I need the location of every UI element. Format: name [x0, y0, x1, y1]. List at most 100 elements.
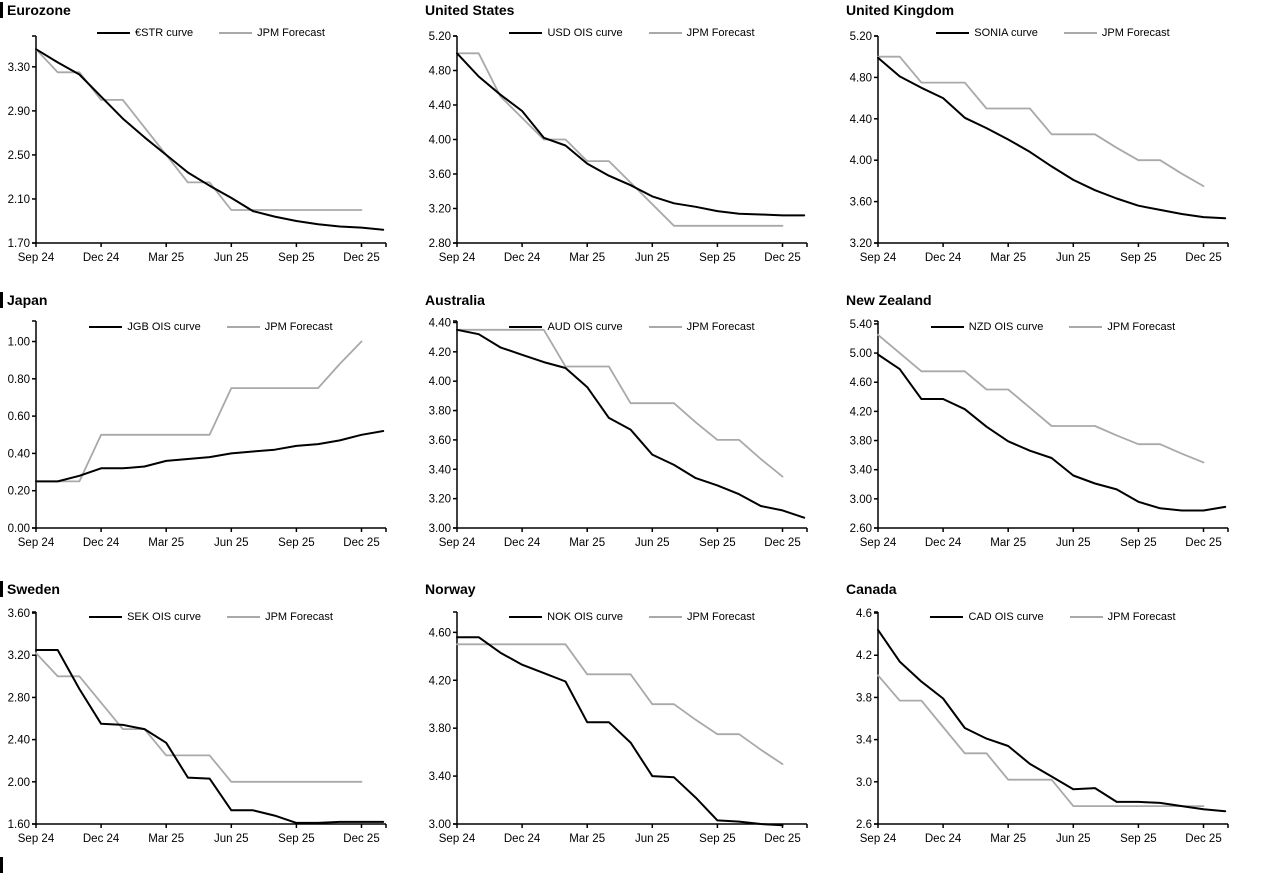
legend-label-jpm-forecast: JPM Forecast: [264, 321, 333, 333]
x-tick-label: Jun 25: [1056, 537, 1091, 549]
y-tick-label: 2.40: [8, 735, 30, 747]
chart-panel: Japan JGB OIS curve JPM Forecast 0.00 0.2…: [0, 285, 421, 570]
x-tick-label: Dec 25: [764, 833, 800, 845]
x-tick-label: Jun 25: [214, 537, 249, 549]
x-tick-label: Mar 25: [148, 252, 184, 264]
legend-item-ois-curve: CAD OIS curve: [930, 611, 1044, 623]
legend-item-ois-curve: €STR curve: [97, 27, 193, 39]
jpm-forecast-line: [456, 328, 784, 478]
y-tick-label: 2.80: [8, 692, 30, 704]
x-tick-label: Dec 24: [504, 252, 541, 264]
y-tick-label: 4.20: [429, 347, 451, 359]
chart-title: Canada: [846, 580, 897, 597]
x-tick-label: Jun 25: [1056, 833, 1091, 845]
y-tick-label: 0.40: [8, 448, 30, 460]
forecast-line-swatch-icon: [648, 32, 682, 34]
legend-label-ois-curve: SEK OIS curve: [127, 611, 202, 623]
y-tick-label: 3.80: [429, 406, 451, 418]
chart-panel: Sweden SEK OIS curve JPM Forecast 1.60 2.…: [0, 570, 421, 873]
x-tick-label: Jun 25: [635, 252, 670, 264]
y-tick-label: 0.60: [8, 411, 30, 423]
y-tick-label: 4.6: [856, 608, 872, 620]
y-tick-label: 3.40: [850, 465, 872, 477]
chart-title-row: Japan: [0, 291, 47, 308]
section-bar-icon: [0, 1, 3, 18]
x-tick-label: Dec 24: [504, 537, 541, 549]
legend-item-ois-curve: AUD OIS curve: [509, 321, 623, 333]
x-tick-label: Sep 24: [439, 833, 476, 845]
chart-title: New Zealand: [846, 291, 932, 308]
chart-title-row: Canada: [842, 580, 897, 597]
y-tick-label: 0.20: [8, 486, 30, 498]
y-tick-label: 1.00: [8, 337, 30, 349]
x-tick-label: Dec 25: [343, 537, 379, 549]
chart-title: United States: [425, 1, 515, 18]
chart-legend: AUD OIS curve JPM Forecast: [457, 321, 807, 333]
chart-panel: New Zealand NZD OIS curve JPM Forecast 2…: [842, 285, 1264, 570]
y-tick-label: 3.00: [850, 494, 872, 506]
legend-item-jpm-forecast: JPM Forecast: [1063, 27, 1170, 39]
chart-title-row: Eurozone: [0, 1, 71, 18]
y-tick-label: 4.40: [429, 317, 451, 329]
legend-label-ois-curve: JGB OIS curve: [127, 321, 201, 333]
y-tick-label: 2.80: [429, 238, 451, 250]
chart-plot: 0.00 0.20 0.40 0.60 0.80 1.00 Sep 24 Dec 24 Mar …: [8, 320, 387, 549]
chart-panel: United States USD OIS curve JPM Forecast…: [421, 0, 842, 285]
chart-title: Japan: [7, 291, 48, 308]
jpm-forecast-line: [456, 52, 784, 227]
x-tick-label: Dec 25: [764, 252, 800, 264]
chart-plot: 3.20 3.60 4.00 4.40 4.80 5.20 Sep 24 Dec 24 Mar …: [850, 31, 1229, 264]
chart-title-row: Sweden: [0, 580, 60, 597]
chart-title: Eurozone: [7, 1, 71, 18]
forecast-line-swatch-icon: [1069, 326, 1103, 328]
y-tick-label: 4.00: [429, 135, 451, 147]
chart-title: United Kingdom: [846, 1, 955, 18]
chart-legend: NZD OIS curve JPM Forecast: [878, 321, 1228, 333]
y-tick-label: 3.4: [856, 735, 873, 747]
y-tick-label: 2.90: [8, 106, 30, 118]
legend-item-jpm-forecast: JPM Forecast: [1069, 321, 1175, 333]
ois-line-swatch-icon: [97, 32, 131, 34]
y-tick-label: 4.20: [850, 406, 872, 418]
x-tick-label: Dec 24: [925, 537, 962, 549]
forecast-line-swatch-icon: [226, 326, 260, 328]
y-tick-label: 3.30: [8, 62, 30, 74]
jpm-forecast-line: [877, 55, 1205, 188]
x-tick-label: Mar 25: [569, 252, 605, 264]
legend-label-jpm-forecast: JPM Forecast: [1107, 321, 1176, 333]
y-tick-label: 4.80: [429, 66, 451, 78]
forecast-line-swatch-icon: [648, 616, 682, 618]
x-tick-label: Mar 25: [569, 537, 605, 549]
y-tick-label: 3.80: [429, 723, 451, 735]
jpm-forecast-line: [877, 333, 1205, 464]
chart-plot: 3.00 3.40 3.80 4.20 4.60 Sep 24 Dec 24 Mar 25 Ju…: [429, 611, 808, 845]
chart-panel: United Kingdom SONIA curve JPM Forecast …: [842, 0, 1264, 285]
forecast-line-swatch-icon: [227, 616, 261, 618]
y-tick-label: 3.80: [850, 436, 872, 448]
y-tick-label: 0.00: [8, 523, 30, 535]
y-tick-label: 4.60: [850, 377, 872, 389]
y-tick-label: 4.00: [850, 155, 872, 167]
x-tick-label: Sep 25: [278, 252, 314, 264]
y-tick-label: 3.20: [429, 204, 451, 216]
chart-title-row: New Zealand: [842, 291, 932, 308]
chart-panel: Eurozone €STR curve JPM Forecast 1.70 2.1…: [0, 0, 421, 285]
ois-curve-line: [35, 48, 385, 231]
x-tick-label: Dec 24: [925, 252, 962, 264]
chart-plot: 2.80 3.20 3.60 4.00 4.40 4.80 5.20 Sep 24 Dec 24…: [429, 31, 808, 264]
next-section-bar: [0, 857, 3, 873]
x-tick-label: Mar 25: [148, 833, 184, 845]
y-tick-label: 3.60: [429, 435, 451, 447]
legend-label-ois-curve: CAD OIS curve: [968, 611, 1044, 623]
legend-item-jpm-forecast: JPM Forecast: [648, 27, 755, 39]
y-tick-label: 3.20: [8, 650, 30, 662]
y-tick-label: 2.6: [856, 819, 872, 831]
chart-legend: CAD OIS curve JPM Forecast: [878, 611, 1228, 623]
x-tick-label: Sep 24: [439, 537, 476, 549]
y-tick-label: 3.20: [850, 238, 872, 250]
ois-line-swatch-icon: [930, 326, 964, 328]
x-tick-label: Sep 24: [18, 252, 55, 264]
x-tick-label: Dec 24: [83, 833, 120, 845]
x-tick-label: Jun 25: [214, 833, 249, 845]
